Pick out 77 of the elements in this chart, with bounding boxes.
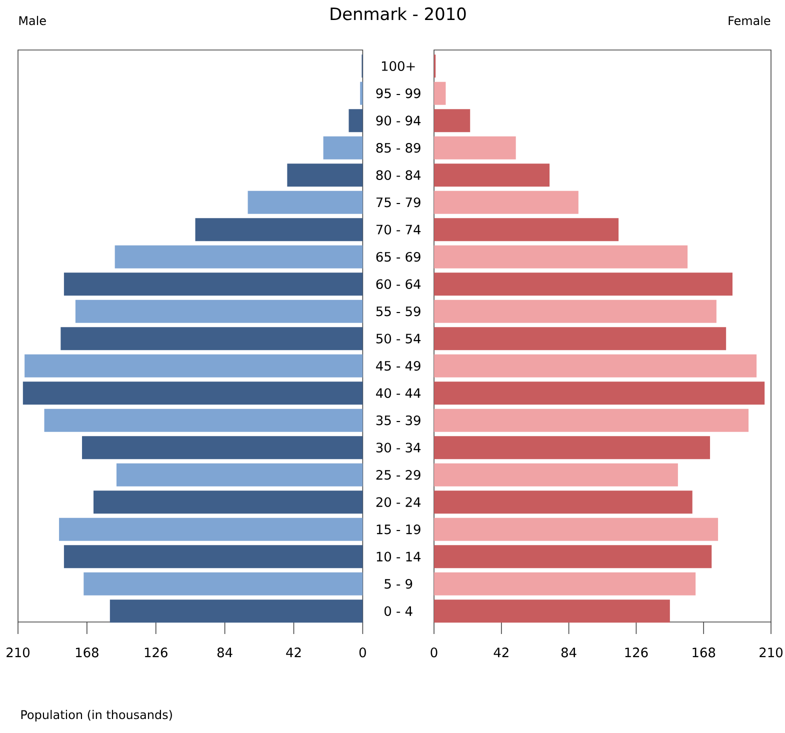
bar [360, 82, 363, 105]
x-tick-label: 42 [286, 648, 301, 658]
bar [116, 463, 363, 486]
bar [84, 572, 363, 596]
bar [434, 245, 688, 268]
bar [434, 382, 765, 405]
bar [434, 545, 712, 568]
bar [434, 82, 446, 105]
bar [434, 300, 716, 323]
y-tick-label: 60 - 64 [376, 279, 421, 289]
x-tick-label: 84 [217, 648, 232, 658]
y-tick-label: 15 - 19 [376, 524, 420, 534]
bar [434, 136, 516, 160]
bar [195, 218, 363, 242]
y-tick-label: 0 - 4 [384, 606, 412, 616]
bar [434, 463, 678, 486]
y-tick-label: 5 - 9 [384, 578, 412, 589]
bar [248, 190, 363, 214]
y-tick-label: 45 - 49 [376, 360, 420, 371]
bar [287, 164, 363, 187]
y-tick-label: 25 - 29 [376, 470, 420, 480]
bar [60, 327, 363, 350]
bar [434, 572, 696, 596]
y-tick-label: 100+ [382, 61, 415, 71]
y-tick-label: 20 - 24 [376, 497, 421, 508]
bar [434, 109, 470, 132]
y-tick-label: 50 - 54 [376, 334, 421, 344]
x-tick-label: 42 [494, 648, 508, 658]
x-tick-label: 0 [359, 648, 366, 658]
text: Denmark - 2010 [330, 7, 466, 20]
y-tick-label: 75 - 79 [376, 197, 420, 208]
bar [348, 109, 363, 132]
bar [434, 218, 619, 242]
x-axis-title: Population (in thousands) [21, 710, 172, 722]
x-tick-label: 168 [692, 648, 716, 658]
x-tick-label: 210 [760, 648, 782, 658]
y-tick-label: 80 - 84 [376, 170, 421, 180]
x-tick-label: 126 [144, 648, 168, 658]
y-tick-label: 65 - 69 [376, 252, 420, 262]
x-tick-label: 210 [6, 648, 30, 658]
bar [434, 272, 732, 296]
bar [24, 354, 363, 378]
bar [44, 408, 363, 432]
y-tick-label: 10 - 14 [376, 552, 421, 562]
bar [434, 327, 726, 350]
y-tick-label: 30 - 34 [376, 442, 421, 452]
bar [110, 600, 363, 623]
bar [434, 408, 749, 432]
bar [22, 382, 363, 405]
bar [59, 518, 363, 541]
bar [434, 164, 550, 187]
x-tick-label: 168 [76, 648, 98, 658]
text: Male [19, 16, 46, 26]
y-tick-label: 85 - 89 [376, 142, 420, 153]
bar [434, 436, 710, 460]
y-tick-label: 40 - 44 [376, 388, 421, 398]
bar [434, 518, 718, 541]
bar [64, 272, 363, 296]
bar [114, 245, 363, 268]
y-tick-label: 55 - 59 [376, 306, 420, 316]
bar [434, 190, 578, 214]
y-tick-label: 90 - 94 [376, 116, 421, 126]
bar [64, 545, 363, 568]
bar [434, 600, 670, 623]
bar [82, 436, 363, 460]
bar [94, 490, 363, 514]
y-tick-label: 35 - 39 [376, 415, 420, 426]
x-tick-label: 84 [561, 648, 576, 658]
bar [434, 490, 692, 514]
bar [323, 136, 363, 160]
bar [434, 354, 757, 378]
text: Female [728, 16, 770, 26]
x-tick-label: 0 [430, 648, 438, 658]
y-tick-label: 70 - 74 [376, 224, 421, 234]
bar [75, 300, 363, 323]
x-tick-label: 126 [625, 648, 648, 658]
y-tick-label: 95 - 99 [376, 88, 420, 98]
